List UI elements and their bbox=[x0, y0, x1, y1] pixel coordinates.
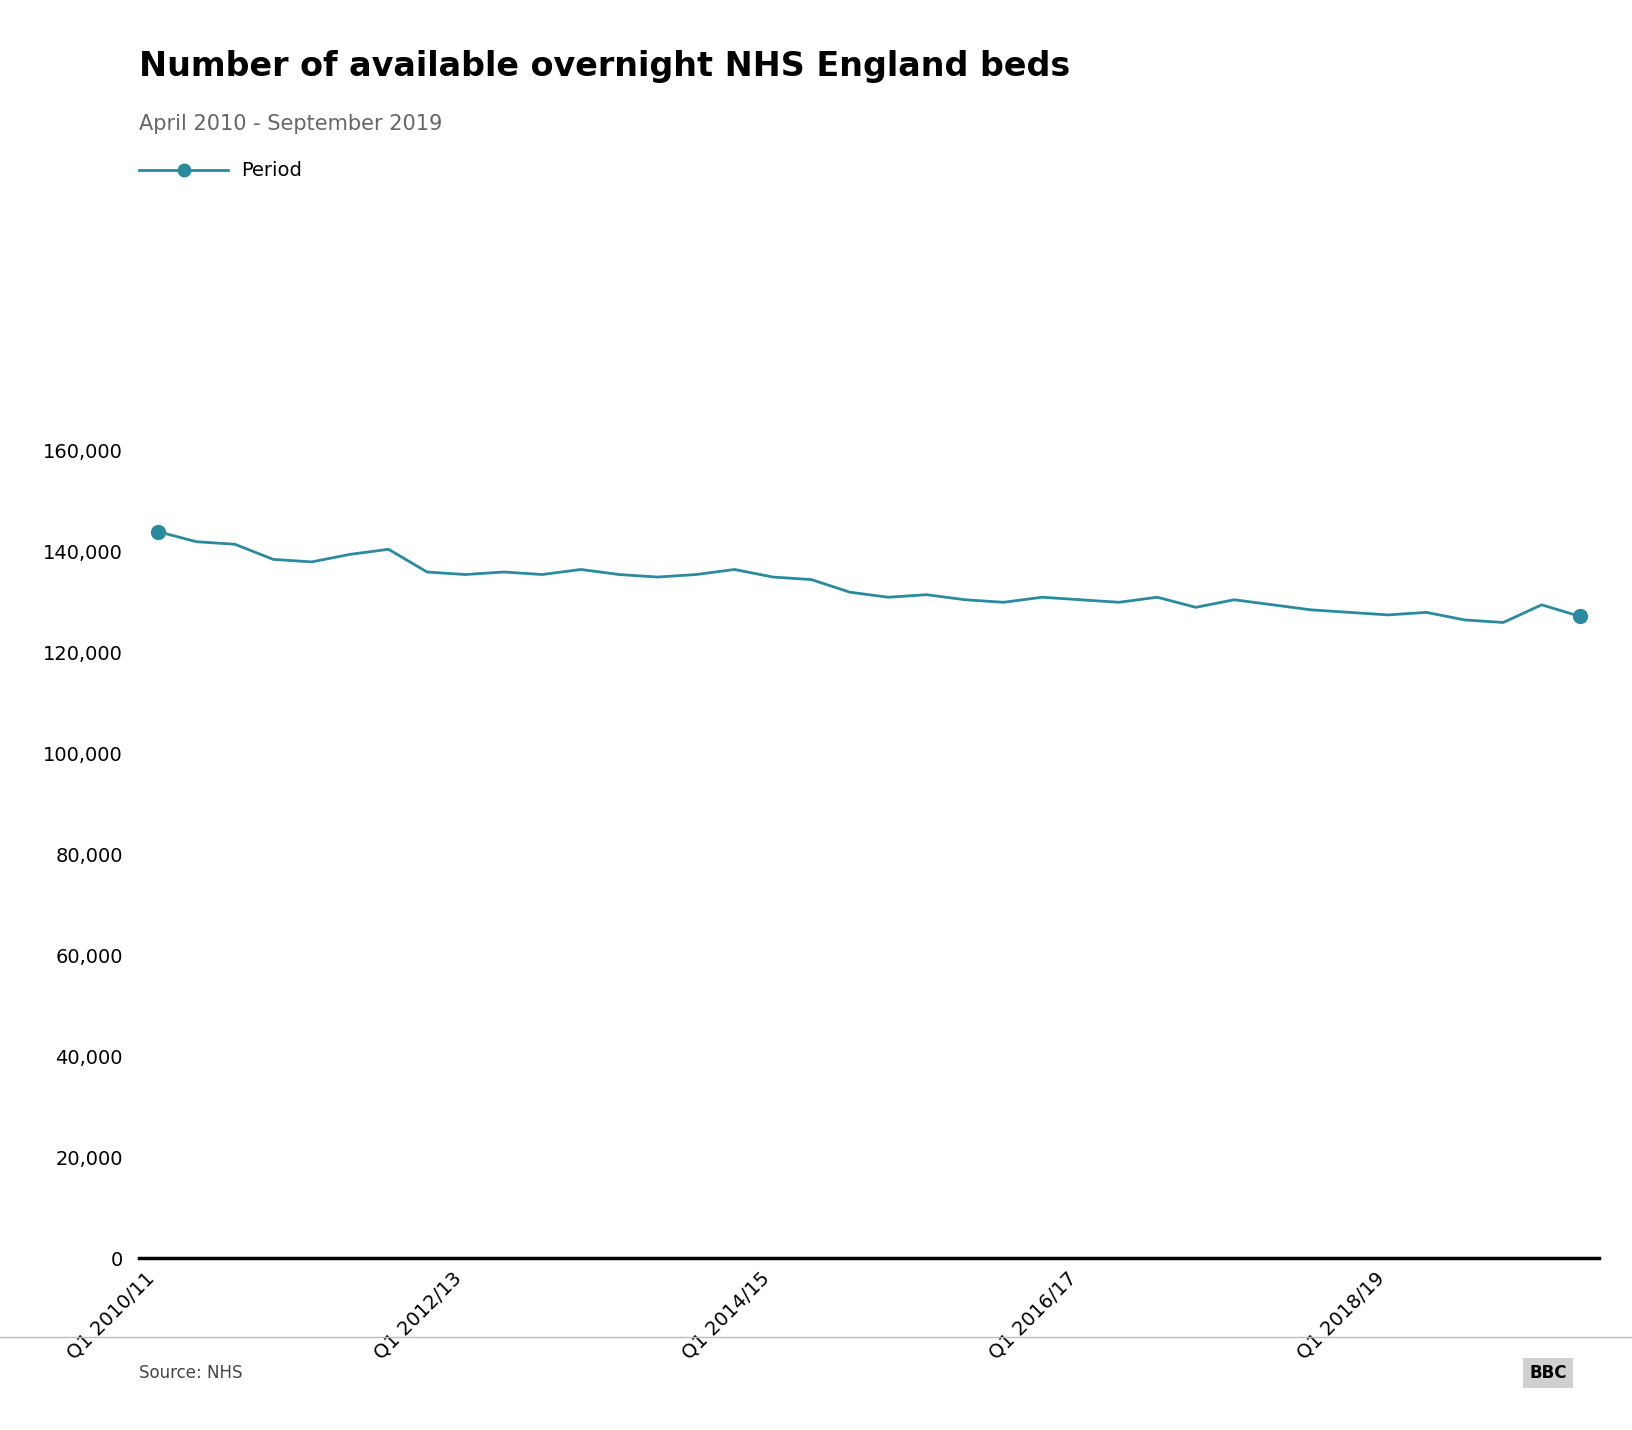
Text: Period: Period bbox=[242, 160, 302, 180]
Text: Number of available overnight NHS England beds: Number of available overnight NHS Englan… bbox=[139, 50, 1071, 83]
Text: BBC: BBC bbox=[1529, 1364, 1567, 1381]
Text: Source: NHS: Source: NHS bbox=[139, 1364, 242, 1381]
Text: April 2010 - September 2019: April 2010 - September 2019 bbox=[139, 114, 442, 134]
